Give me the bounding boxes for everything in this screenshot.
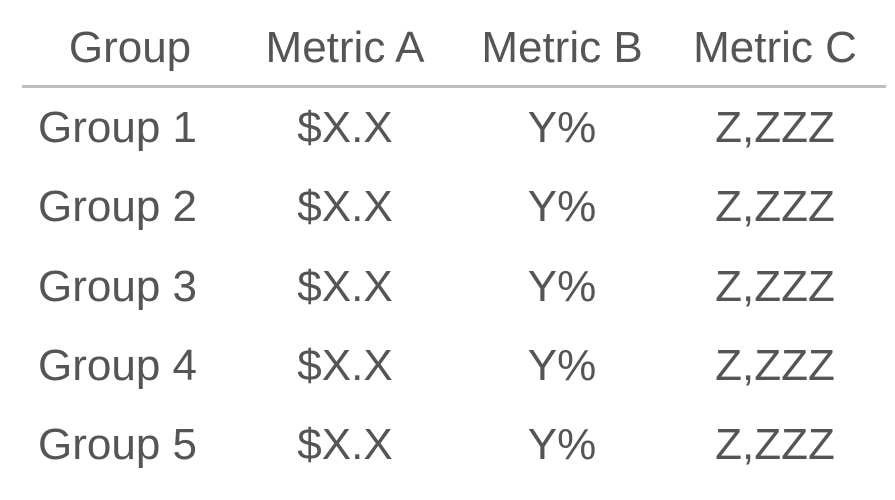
table-cell: $X.X xyxy=(297,182,393,232)
table-cell: Y% xyxy=(527,103,597,152)
table-cell: $X.X xyxy=(297,340,393,390)
table-cell: Y% xyxy=(527,182,597,232)
column-header: Metric A xyxy=(265,23,425,72)
column-header: Group xyxy=(68,23,192,72)
table-cell: Z,ZZZ xyxy=(715,420,835,470)
row-label: Group 4 xyxy=(38,340,197,390)
row-label: Group 3 xyxy=(38,261,197,311)
table-cell: $X.X xyxy=(297,420,393,470)
table-cell: $X.X xyxy=(297,103,393,152)
table-cell: $X.X xyxy=(297,261,393,311)
column-header: Metric C xyxy=(693,23,857,72)
row-label: Group 2 xyxy=(38,182,197,232)
row-label: Group 1 xyxy=(38,103,197,152)
table-cell: Z,ZZZ xyxy=(715,261,835,311)
row-label: Group 5 xyxy=(38,420,197,470)
table-cell: Y% xyxy=(527,261,597,311)
table-cell: Y% xyxy=(527,340,597,390)
table-cell: Z,ZZZ xyxy=(715,103,835,152)
table-cell: Z,ZZZ xyxy=(715,182,835,232)
table-cell: Y% xyxy=(527,420,597,470)
header-rule xyxy=(22,85,886,88)
table-cell: Z,ZZZ xyxy=(715,340,835,390)
column-header: Metric B xyxy=(481,23,643,72)
